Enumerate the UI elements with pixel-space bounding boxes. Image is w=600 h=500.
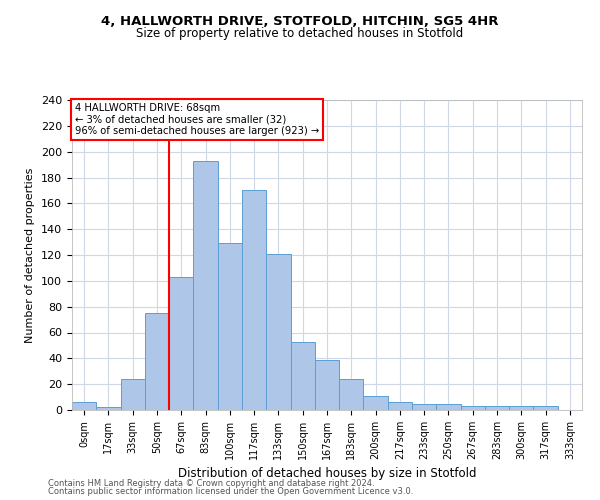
Bar [436, 404, 461, 410]
Text: Size of property relative to detached houses in Stotfold: Size of property relative to detached ho… [136, 28, 464, 40]
Bar [339, 379, 364, 410]
Bar [169, 277, 193, 410]
Text: Contains public sector information licensed under the Open Government Licence v3: Contains public sector information licen… [48, 487, 413, 496]
Text: 4 HALLWORTH DRIVE: 68sqm
← 3% of detached houses are smaller (32)
96% of semi-de: 4 HALLWORTH DRIVE: 68sqm ← 3% of detache… [74, 103, 319, 136]
Bar [290, 342, 315, 410]
Text: Contains HM Land Registry data © Crown copyright and database right 2024.: Contains HM Land Registry data © Crown c… [48, 478, 374, 488]
Bar [485, 406, 509, 410]
Bar [388, 402, 412, 410]
Bar [218, 244, 242, 410]
Bar [461, 406, 485, 410]
Bar [193, 160, 218, 410]
Text: 4, HALLWORTH DRIVE, STOTFOLD, HITCHIN, SG5 4HR: 4, HALLWORTH DRIVE, STOTFOLD, HITCHIN, S… [101, 15, 499, 28]
Bar [145, 313, 169, 410]
X-axis label: Distribution of detached houses by size in Stotfold: Distribution of detached houses by size … [178, 468, 476, 480]
Bar [364, 396, 388, 410]
Bar [121, 379, 145, 410]
Bar [533, 406, 558, 410]
Bar [72, 402, 96, 410]
Bar [266, 254, 290, 410]
Y-axis label: Number of detached properties: Number of detached properties [25, 168, 35, 342]
Bar [412, 404, 436, 410]
Bar [242, 190, 266, 410]
Bar [96, 408, 121, 410]
Bar [509, 406, 533, 410]
Bar [315, 360, 339, 410]
